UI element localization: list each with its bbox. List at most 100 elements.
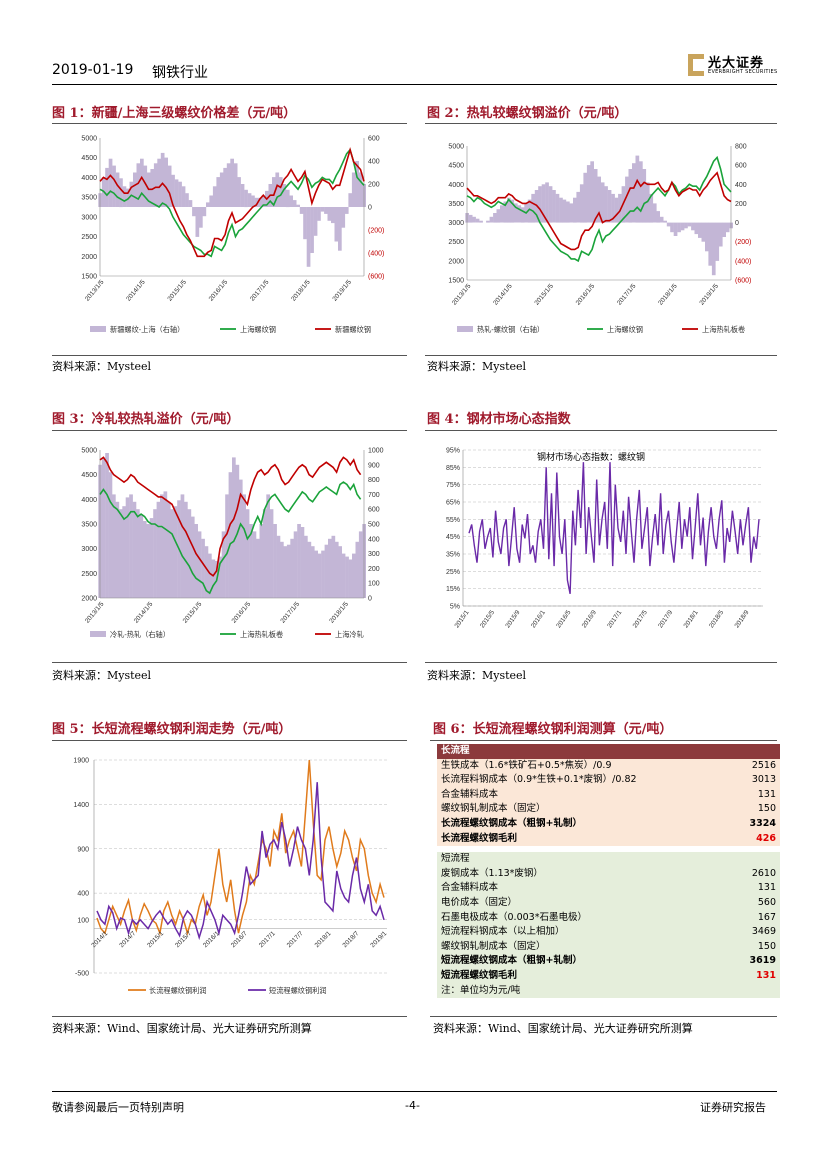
table-row: 短流程料钢成本（以上相加） 3469 <box>437 925 780 940</box>
right-tick-label: 300 <box>368 551 380 558</box>
area-bar <box>705 222 709 252</box>
area-bar <box>722 222 726 237</box>
area-bar <box>202 207 207 217</box>
right-tick-label: 200 <box>368 566 380 573</box>
section-header: 长流程 <box>437 744 780 759</box>
row-label: 电价成本（固定） <box>437 895 731 911</box>
section-header: 短流程 <box>437 852 780 867</box>
row-label: 短流程螺纹钢毛利 <box>437 968 731 984</box>
area-bar <box>341 553 346 598</box>
area-bar <box>282 184 287 207</box>
area-bar <box>663 220 667 223</box>
x-tick-label: 2016/7 <box>230 930 249 949</box>
area-bar <box>118 509 123 598</box>
fig5-source: 资料来源：Wind、国家统计局、光大证券研究所测算 <box>52 1022 312 1035</box>
legend-label: 上海螺纹钢 <box>607 325 643 334</box>
area-bar <box>226 163 231 207</box>
right-tick-label: 900 <box>368 462 380 469</box>
area-bar <box>479 220 483 223</box>
area-bar <box>321 550 325 598</box>
right-tick-label: 400 <box>368 536 380 543</box>
area-bar <box>614 197 619 223</box>
fig3-chart: 2000 2500 3000 3500 4000 4500 5000 0 100 200 300 40… <box>81 448 383 640</box>
area-bar <box>297 524 301 598</box>
area-bar <box>341 207 346 228</box>
area-bar <box>150 169 155 207</box>
right-tick-label: 500 <box>368 522 380 529</box>
area-bar <box>500 205 504 223</box>
area-bar <box>240 184 245 207</box>
y-tick-label: 5% <box>450 604 460 611</box>
area-bar <box>566 201 570 223</box>
y-tick-label: 1400 <box>73 802 89 809</box>
area-bar <box>355 541 360 598</box>
x-tick-label: 2015/5 <box>479 609 496 630</box>
right-tick-label: (200) <box>368 228 384 235</box>
area-bar <box>204 546 209 598</box>
series-line <box>99 481 362 595</box>
series-line <box>466 171 732 251</box>
area-bar <box>708 222 713 266</box>
table-row: 螺纹钢轧制成本（固定） 150 <box>437 939 780 955</box>
area-bar <box>725 222 730 233</box>
y-tick-label: 65% <box>446 500 460 507</box>
area-bar <box>133 172 137 207</box>
y-tick-label: 15% <box>446 586 460 593</box>
area-bar <box>296 204 300 207</box>
area-bar <box>618 193 622 223</box>
area-bar <box>472 216 476 223</box>
area-bar <box>259 524 264 598</box>
table-row: 螺纹钢轧制成本（固定） 150 <box>437 802 780 817</box>
y-tick-label: 25% <box>446 569 460 576</box>
area-bar <box>628 169 633 223</box>
x-tick-label: 2016/9 <box>581 609 598 630</box>
area-bar <box>146 524 150 598</box>
cost-table: 长流程 生铁成本（1.6*铁矿石+0.5*焦炭）/0.9 2516 长流程料钢成本（0… <box>437 744 780 999</box>
row-label: 螺纹钢轧制成本（固定） <box>437 939 731 955</box>
area-bar <box>163 491 168 598</box>
table-row: 长流程料钢成本（0.9*生铁+0.1*废钢）/0.82 3013 <box>437 773 780 788</box>
table-section-header: 短流程 <box>437 852 780 867</box>
row-value: 131 <box>730 968 780 984</box>
right-tick-label: (400) <box>368 251 384 258</box>
area-bar <box>108 472 113 598</box>
area-bar <box>586 165 591 223</box>
y-tick-label: 85% <box>446 465 460 472</box>
area-bar <box>303 207 307 240</box>
area-bar <box>317 553 322 598</box>
area-bar <box>331 535 336 598</box>
right-tick-label: 200 <box>368 182 380 189</box>
x-tick-label: 2018/1/5 <box>657 282 679 306</box>
x-tick-label: 2016/5 <box>555 609 572 630</box>
legend-swatch <box>90 631 106 637</box>
y-tick-label: 400 <box>77 891 89 898</box>
area-bar <box>611 193 615 223</box>
row-value: 2610 <box>730 866 780 882</box>
area-bar <box>160 152 165 207</box>
table-spacer <box>437 846 780 853</box>
row-value: 150 <box>730 939 780 955</box>
table-row: 长流程螺纹钢毛利 426 <box>437 831 780 847</box>
area-bar <box>328 538 332 598</box>
area-bar <box>285 189 290 208</box>
x-tick-label: 2017/1/5 <box>249 278 271 302</box>
area-bar <box>517 205 522 223</box>
area-bar <box>112 494 116 598</box>
left-tick-label: 4000 <box>448 182 464 189</box>
fig2-title: 图 2：热轧较螺纹钢溢价（元/吨） <box>427 106 628 121</box>
area-bar <box>245 509 250 598</box>
left-tick-label: 3000 <box>448 220 464 227</box>
left-tick-label: 2000 <box>448 258 464 265</box>
right-tick-label: (600) <box>368 274 384 281</box>
area-bar <box>225 494 229 598</box>
area-bar <box>181 186 186 207</box>
area-bar <box>233 163 238 207</box>
area-bar <box>513 203 518 223</box>
legend-swatch <box>90 326 106 332</box>
right-tick-label: 100 <box>368 581 380 588</box>
area-bar <box>645 182 650 223</box>
row-label: 长流程螺纹钢成本（粗钢+轧制） <box>437 816 731 832</box>
x-tick-label: 2015/1 <box>146 930 165 949</box>
fig1-chart: 15002000250030003500400045005000(600)(40… <box>81 136 384 335</box>
row-value: 3013 <box>730 773 780 788</box>
